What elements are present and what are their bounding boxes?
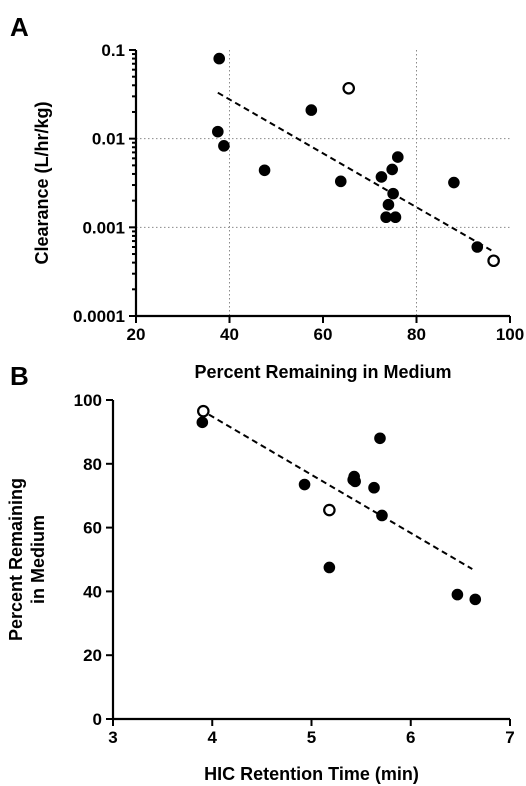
x-tick-label: 4 (208, 728, 218, 747)
data-point-filled (349, 475, 361, 488)
data-point-filled (448, 176, 460, 189)
y-tick-label: 100 (74, 391, 102, 410)
data-point-filled (451, 588, 464, 601)
data-point-filled (392, 151, 404, 163)
panel-a-chart: A 20 40 60 80 100 0.0001 0.001 0.01 0.1 Percent Re… (10, 12, 524, 382)
y-tick-label: 0.001 (82, 218, 125, 237)
data-point-filled (305, 104, 318, 116)
data-point-filled (469, 593, 482, 606)
data-point-filled (334, 175, 347, 188)
data-point-filled (368, 481, 380, 494)
panel-b-chart: B 3 4 5 6 7 0 20 40 60 80 100 HIC Retention Time (mi… (6, 361, 515, 784)
data-point-open (323, 503, 336, 517)
data-point-filled (258, 164, 271, 177)
y-axis-title: Clearance (L/hr/kg) (32, 101, 52, 264)
data-point-filled (212, 125, 224, 138)
data-point-filled (382, 198, 395, 211)
y-axis-title-line: in Medium (28, 515, 48, 604)
x-tick-label: 100 (496, 325, 524, 344)
x-tick-label: 5 (307, 728, 316, 747)
x-axis-title: Percent Remaining in Medium (194, 362, 451, 382)
y-axis-title-line: Percent Remaining (6, 478, 26, 641)
data-point-open (342, 81, 356, 95)
y-tick-label: 0 (93, 710, 102, 729)
data-point-filled (471, 241, 484, 253)
data-point-open (197, 404, 210, 418)
data-point-filled (389, 211, 402, 224)
data-point-filled (374, 432, 386, 445)
data-point-filled (376, 509, 388, 522)
y-tick-label: 60 (83, 519, 102, 538)
y-tick-label: 0.0001 (73, 307, 125, 326)
data-point-filled (386, 163, 398, 176)
x-tick-label: 40 (220, 325, 239, 344)
data-point-open (487, 254, 500, 268)
x-tick-label: 60 (314, 325, 333, 344)
y-tick-label: 40 (83, 582, 102, 601)
y-tick-label: 80 (83, 455, 102, 474)
x-tick-label: 80 (407, 325, 426, 344)
x-tick-label: 3 (108, 728, 117, 747)
data-point-filled (213, 52, 226, 65)
trend-line (199, 408, 473, 570)
trend-line (217, 91, 492, 252)
panel-letter: A (10, 12, 29, 42)
x-axis-title: HIC Retention Time (min) (204, 764, 419, 784)
data-point-filled (387, 187, 399, 200)
data-point-filled (298, 478, 311, 491)
x-tick-label: 7 (505, 728, 514, 747)
data-point-filled (323, 561, 336, 574)
y-tick-label: 0.1 (101, 41, 125, 60)
x-tick-label: 6 (406, 728, 415, 747)
data-point-filled (375, 171, 388, 183)
y-tick-label: 0.01 (92, 130, 125, 149)
y-tick-label: 20 (83, 646, 102, 665)
panel-letter: B (10, 361, 29, 391)
data-point-filled (196, 416, 209, 429)
data-point-filled (218, 140, 230, 152)
x-tick-label: 20 (127, 325, 146, 344)
